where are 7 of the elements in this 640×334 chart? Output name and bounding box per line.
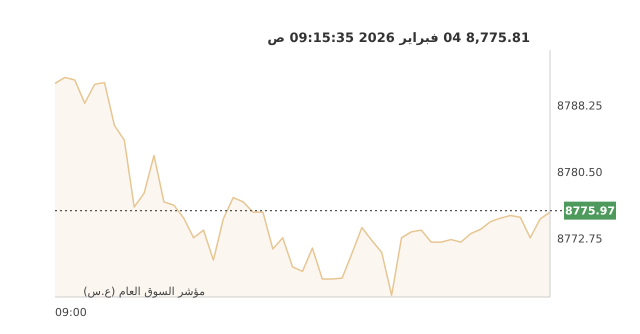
text: 09:00 xyxy=(55,306,87,319)
y-tick-label: 8772.75 xyxy=(557,232,602,246)
y-tick-label: 8788.25 xyxy=(557,99,602,112)
chart-title: 8,775.81 04 فبراير 2026 09:15:35 ص xyxy=(267,31,530,46)
y-tick-label: 8780.50 xyxy=(557,166,602,179)
annotation: مؤشر السوق العام (ع.س) xyxy=(83,285,206,298)
ref-line-label: 8775.97 xyxy=(564,204,616,218)
